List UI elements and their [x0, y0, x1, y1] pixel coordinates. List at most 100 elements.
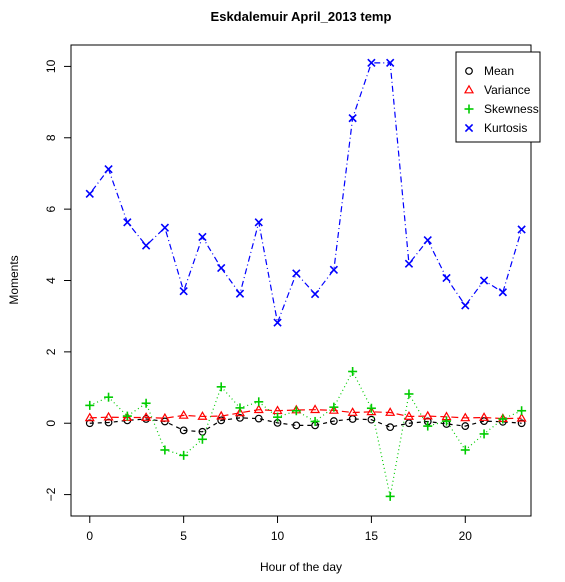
mean-point — [217, 416, 226, 425]
kurtosis-point — [141, 241, 151, 250]
legend-label-kurtosis: Kurtosis — [484, 121, 527, 135]
legend-label-variance: Variance — [484, 83, 531, 97]
y-tick-label: 6 — [44, 205, 58, 212]
mean-point — [386, 423, 395, 432]
kurtosis-point — [442, 273, 451, 283]
chart-title: Eskdalemuir April_2013 temp — [211, 9, 392, 24]
skewness-point — [423, 421, 433, 431]
skewness-point — [141, 398, 151, 408]
variance-point — [310, 404, 321, 414]
skewness-point — [460, 445, 470, 455]
skewness-point — [442, 416, 452, 426]
kurtosis-point — [273, 318, 282, 327]
skewness-point — [85, 400, 95, 410]
series-layer — [84, 58, 527, 501]
kurtosis-point — [386, 58, 395, 68]
kurtosis-point — [348, 113, 357, 123]
mean-point — [104, 418, 113, 427]
y-tick-label: −2 — [44, 487, 58, 501]
kurtosis-point — [123, 218, 132, 227]
legend-marker-mean — [465, 67, 473, 75]
kurtosis-point — [160, 223, 170, 232]
x-tick-label: 0 — [86, 529, 93, 543]
x-axis-label: Hour of the day — [260, 560, 342, 574]
skewness-point — [273, 412, 283, 422]
skewness-point — [254, 397, 264, 407]
mean-point — [236, 413, 244, 422]
mean-point — [480, 417, 488, 425]
skewness-point — [310, 416, 320, 426]
skewness-point — [498, 414, 508, 424]
variance-point — [347, 407, 358, 416]
variance-point — [216, 410, 227, 420]
skewness-point — [291, 406, 301, 416]
skewness-point — [404, 389, 414, 399]
y-tick-label: 2 — [44, 348, 58, 355]
legend-item-kurtosis: Kurtosis — [464, 121, 527, 135]
skewness-point — [179, 450, 189, 460]
legend-item-mean: Mean — [465, 64, 514, 78]
kurtosis-point — [179, 287, 188, 296]
mean-point — [254, 414, 263, 423]
variance-point — [366, 406, 377, 416]
kurtosis-point — [217, 263, 226, 273]
legend-marker-kurtosis — [464, 123, 474, 133]
skewness-point — [122, 411, 132, 421]
series-mean — [85, 413, 526, 436]
variance-point — [178, 409, 189, 419]
skewness-point — [104, 392, 114, 402]
variance-point — [328, 404, 339, 414]
skewness-point — [366, 403, 376, 413]
kurtosis-point — [329, 265, 339, 274]
skewness-point — [235, 403, 245, 413]
variance-point — [460, 412, 471, 422]
mean-point — [367, 415, 376, 424]
legend-item-variance: Variance — [463, 83, 531, 97]
series-variance — [84, 404, 527, 422]
mean-point — [179, 426, 188, 435]
mean-point — [517, 419, 526, 428]
kurtosis-point — [85, 189, 94, 198]
kurtosis-point — [498, 288, 508, 297]
variance-point — [103, 411, 114, 421]
mean-point — [461, 422, 470, 430]
y-tick-label: 0 — [44, 420, 58, 427]
kurtosis-point — [254, 218, 263, 227]
x-axis: 0 5 10 15 20 — [86, 515, 473, 543]
x-tick-label: 5 — [180, 529, 187, 543]
variance-point — [479, 412, 490, 421]
skewness-point — [385, 491, 395, 501]
series-skewness — [85, 366, 527, 501]
legend: Mean Variance Skewness Kurtosis — [455, 51, 541, 143]
kurtosis-point — [292, 269, 301, 278]
y-axis-label: Moments — [7, 255, 21, 304]
skewness-point — [197, 434, 207, 444]
y-tick-label: 10 — [44, 59, 58, 73]
skewness-point — [348, 366, 358, 376]
legend-marker-variance — [463, 84, 475, 94]
mean-point — [85, 419, 94, 428]
variance-line — [89, 409, 522, 420]
kurtosis-point — [423, 236, 432, 245]
y-tick-label: 8 — [44, 134, 58, 141]
kurtosis-point — [404, 259, 414, 268]
legend-label-skewness: Skewness — [484, 102, 539, 116]
skewness-point — [517, 406, 527, 416]
kurtosis-point — [479, 276, 489, 285]
skewness-point — [160, 445, 170, 455]
legend-marker-skewness — [464, 104, 474, 114]
mean-point — [292, 421, 301, 430]
kurtosis-point — [310, 289, 320, 299]
kurtosis-point — [235, 289, 245, 298]
mean-line — [89, 417, 522, 433]
kurtosis-point — [367, 58, 376, 68]
variance-point — [197, 411, 208, 420]
mean-point — [329, 417, 338, 425]
variance-point — [253, 404, 264, 414]
variance-point — [141, 412, 152, 421]
variance-point — [385, 407, 396, 416]
x-tick-label: 20 — [459, 529, 473, 543]
y-tick-label: 4 — [44, 277, 58, 284]
kurtosis-point — [104, 165, 113, 174]
